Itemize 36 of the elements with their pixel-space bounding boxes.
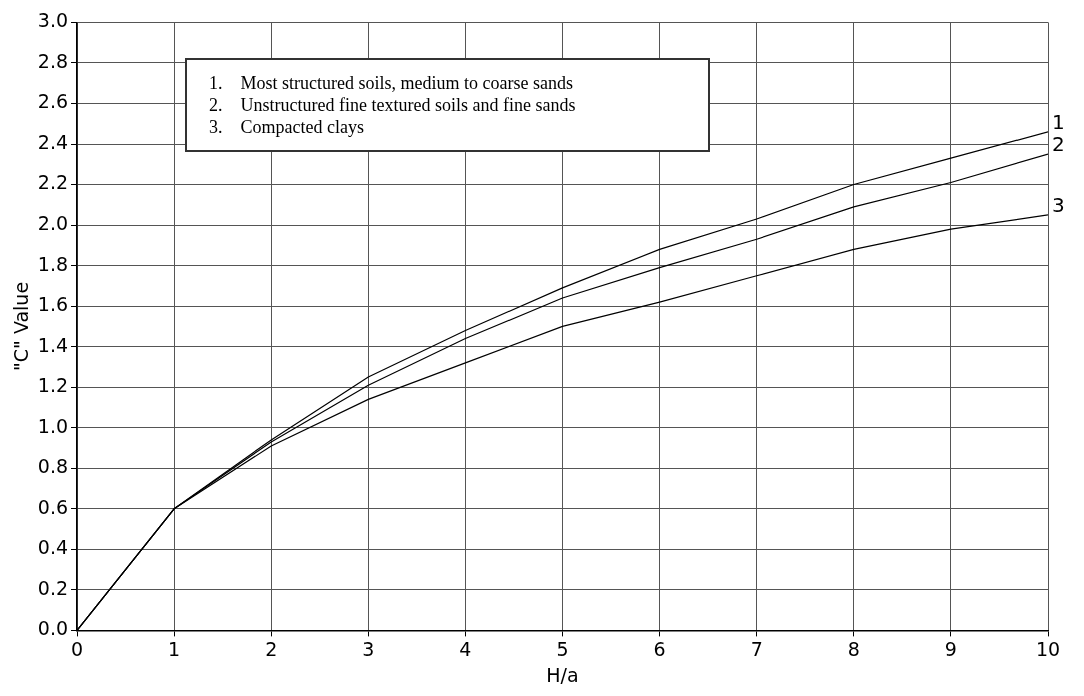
annotation: 3. Compacted clays bbox=[209, 116, 365, 138]
x-tick-label: 2 bbox=[265, 637, 278, 660]
x-tick-label: 9 bbox=[944, 637, 957, 660]
x-tick-label: 3 bbox=[362, 637, 375, 660]
y-tick-label: 0.6 bbox=[37, 495, 69, 518]
y-tick-label: 1.6 bbox=[37, 293, 69, 316]
x-tick-label: 6 bbox=[653, 637, 666, 660]
x-tick-label: 5 bbox=[556, 637, 569, 660]
y-tick-label: 1.4 bbox=[37, 333, 69, 356]
annotation: 2. Unstructured fine textured soils and fine sands bbox=[209, 94, 577, 116]
y-tick-label: 2.4 bbox=[37, 130, 69, 153]
y-tick-label: 1.0 bbox=[37, 414, 69, 437]
x-tick-label: 8 bbox=[847, 637, 860, 660]
y-tick-label: 0.0 bbox=[37, 617, 69, 640]
series-label: 3 bbox=[1052, 193, 1065, 218]
x-tick-label: 10 bbox=[1035, 637, 1061, 660]
y-tick-label: 3.0 bbox=[37, 9, 69, 32]
y-axis-title: "C" Value bbox=[10, 281, 33, 371]
y-tick-label: 1.2 bbox=[37, 374, 69, 397]
x-axis-title: H/a bbox=[546, 663, 579, 686]
note-box: 1. Most structured soils, medium to coarse sands 2. Unstructured fine textured soils and fine sands 3. Compacted clays bbox=[185, 58, 710, 152]
x-tick-label: 1 bbox=[168, 637, 181, 660]
y-tick-label: 0.8 bbox=[37, 455, 69, 478]
x-tick-label: 0 bbox=[70, 637, 84, 660]
y-tick-label: 0.4 bbox=[37, 536, 69, 559]
series-label: 1 bbox=[1052, 110, 1065, 135]
series-label: 2 bbox=[1052, 132, 1065, 157]
y-tick-label: 2.6 bbox=[37, 90, 69, 113]
annotation: 1. Most structured soils, medium to coarse sands bbox=[209, 72, 574, 94]
x-tick-label: 4 bbox=[459, 637, 472, 660]
x-tick-label: 7 bbox=[750, 637, 763, 660]
y-tick-label: 0.2 bbox=[37, 576, 69, 599]
y-tick-label: 2.2 bbox=[37, 171, 69, 194]
y-tick-label: 2.8 bbox=[37, 49, 69, 72]
y-tick-label: 1.8 bbox=[37, 252, 69, 275]
y-tick-label: 2.0 bbox=[37, 212, 69, 234]
